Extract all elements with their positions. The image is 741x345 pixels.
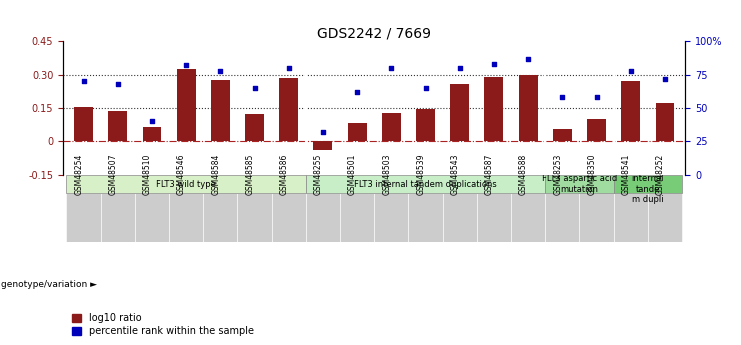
Point — [214, 68, 226, 73]
Bar — [67, 194, 101, 241]
Bar — [408, 194, 442, 241]
Text: GSM48510: GSM48510 — [143, 154, 152, 195]
Bar — [648, 194, 682, 241]
Bar — [476, 194, 511, 241]
Bar — [553, 129, 572, 141]
Legend: log10 ratio, percentile rank within the sample: log10 ratio, percentile rank within the … — [68, 309, 258, 340]
Bar — [203, 194, 237, 241]
Text: GSM48584: GSM48584 — [211, 154, 220, 195]
Bar — [621, 81, 640, 141]
Bar — [614, 175, 682, 194]
Text: FLT3
internal
tande
m dupli: FLT3 internal tande m dupli — [631, 164, 664, 204]
Text: GSM48585: GSM48585 — [245, 154, 254, 195]
Bar — [519, 75, 537, 141]
Point — [556, 95, 568, 100]
Bar — [101, 194, 135, 241]
Point — [591, 95, 602, 100]
Bar — [306, 175, 545, 194]
Text: GSM48255: GSM48255 — [314, 154, 323, 195]
Text: GSM48539: GSM48539 — [416, 153, 425, 195]
Point — [78, 79, 90, 84]
Point — [625, 68, 637, 73]
Bar — [272, 194, 306, 241]
Text: GSM48507: GSM48507 — [109, 153, 118, 195]
Text: GSM48543: GSM48543 — [451, 153, 459, 195]
Bar — [382, 112, 401, 141]
Bar — [306, 194, 340, 241]
Point — [351, 89, 363, 95]
Bar — [511, 194, 545, 241]
Bar — [348, 122, 367, 141]
Point — [180, 63, 192, 68]
Point — [419, 85, 431, 91]
Bar — [451, 83, 469, 141]
Text: GSM48252: GSM48252 — [656, 154, 665, 195]
Point — [248, 85, 260, 91]
Point — [385, 65, 397, 71]
Point — [112, 81, 124, 87]
Bar — [245, 114, 264, 141]
Text: GSM48501: GSM48501 — [348, 154, 357, 195]
Bar — [587, 119, 606, 141]
Text: GSM48586: GSM48586 — [279, 154, 289, 195]
Bar — [545, 194, 579, 241]
Point — [522, 56, 534, 61]
Bar — [237, 194, 272, 241]
Text: GSM48588: GSM48588 — [519, 154, 528, 195]
Bar — [176, 69, 196, 141]
Bar — [142, 127, 162, 141]
Bar — [108, 111, 127, 141]
Text: GSM48541: GSM48541 — [622, 154, 631, 195]
Bar — [211, 80, 230, 141]
Bar — [442, 194, 476, 241]
Text: genotype/variation ►: genotype/variation ► — [1, 280, 97, 289]
Bar — [614, 194, 648, 241]
Point — [659, 76, 671, 81]
Point — [453, 65, 465, 71]
Text: GSM48546: GSM48546 — [177, 153, 186, 195]
Bar — [74, 107, 93, 141]
Text: FLT3 wild type: FLT3 wild type — [156, 180, 216, 189]
Text: GSM48503: GSM48503 — [382, 153, 391, 195]
Text: FLT3 aspartic acid
mutation: FLT3 aspartic acid mutation — [542, 175, 617, 194]
Bar — [169, 194, 203, 241]
Bar — [416, 109, 435, 141]
Bar — [374, 194, 408, 241]
Bar — [279, 78, 298, 141]
Bar — [313, 141, 332, 150]
Text: GSM48350: GSM48350 — [588, 153, 597, 195]
Bar — [485, 77, 503, 141]
Text: GSM48253: GSM48253 — [554, 154, 562, 195]
Text: FLT3 internal tandem duplications: FLT3 internal tandem duplications — [354, 180, 497, 189]
Title: GDS2242 / 7669: GDS2242 / 7669 — [317, 26, 431, 40]
Point — [488, 61, 500, 67]
Text: GSM48254: GSM48254 — [75, 154, 84, 195]
Bar — [67, 175, 306, 194]
Point — [317, 129, 329, 135]
Bar — [656, 102, 674, 141]
Text: GSM48587: GSM48587 — [485, 154, 494, 195]
Bar — [579, 194, 614, 241]
Bar — [340, 194, 374, 241]
Bar — [545, 175, 614, 194]
Point — [283, 65, 295, 71]
Point — [146, 119, 158, 124]
Bar — [135, 194, 169, 241]
